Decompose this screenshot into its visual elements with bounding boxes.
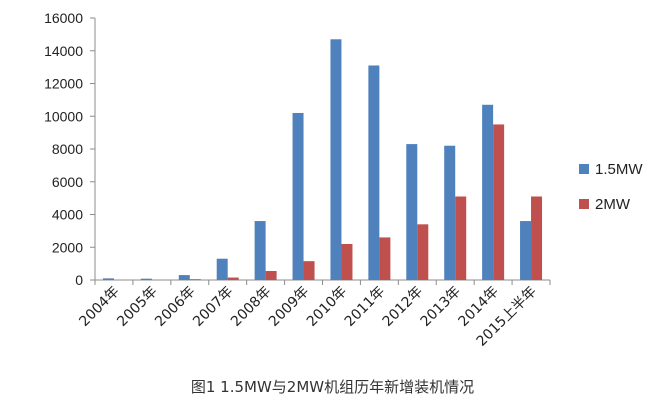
bar-series2 xyxy=(265,270,277,280)
y-tick-label: 12000 xyxy=(44,76,83,92)
y-tick-label: 6000 xyxy=(52,174,83,190)
x-axis-ticks: 2004年2005年2006年2007年2008年2009年2010年2011年… xyxy=(76,280,551,350)
bar-series2 xyxy=(189,279,201,280)
chart-legend: 1.5MW 2MW xyxy=(579,161,643,213)
legend-swatch xyxy=(579,164,589,174)
legend-label: 1.5MW xyxy=(595,161,643,178)
bar-series1 xyxy=(482,104,494,280)
bar-series1 xyxy=(520,221,532,280)
x-tick-label: 2005年 xyxy=(114,284,160,330)
bar-series1 xyxy=(102,278,114,280)
bar-series2 xyxy=(493,124,505,280)
bar-series1 xyxy=(140,278,152,280)
x-tick-label: 2013年 xyxy=(418,284,464,330)
x-tick-label: 2010年 xyxy=(304,284,350,330)
bar-series2 xyxy=(455,196,467,280)
legend-label: 2MW xyxy=(595,196,631,213)
bar-series2 xyxy=(417,224,429,280)
y-tick-label: 0 xyxy=(75,272,83,288)
bar-series1 xyxy=(444,145,456,280)
legend-swatch xyxy=(579,199,589,209)
x-tick-label: 2012年 xyxy=(380,284,426,330)
bar-series1 xyxy=(178,275,190,280)
bar-series1 xyxy=(368,65,380,280)
y-axis-ticks: 0 2000 4000 6000 8000 10000 12000 14000 16000 xyxy=(44,10,95,288)
figure-caption: 图1 1.5MW与2MW机组历年新增装机情况 xyxy=(190,378,475,396)
y-tick-label: 4000 xyxy=(52,207,83,223)
chart-axes xyxy=(94,18,550,281)
x-tick-label: 2007年 xyxy=(190,284,236,330)
x-tick-label: 2008年 xyxy=(228,284,274,330)
bar-series2 xyxy=(227,277,239,280)
x-tick-label: 2004年 xyxy=(76,284,122,330)
bar-series1 xyxy=(216,258,228,280)
bar-series1 xyxy=(254,221,266,280)
bar-series1 xyxy=(292,112,304,280)
bar-series2 xyxy=(531,196,543,280)
bar-series2 xyxy=(379,237,391,280)
bar-series1 xyxy=(330,39,342,280)
x-tick-label: 2006年 xyxy=(152,284,198,330)
y-tick-label: 14000 xyxy=(44,43,83,59)
bar-series1 xyxy=(406,144,418,280)
x-tick-label: 2011年 xyxy=(342,284,388,330)
bar-series2 xyxy=(303,261,315,280)
y-tick-label: 2000 xyxy=(52,239,83,255)
y-tick-label: 16000 xyxy=(44,10,83,26)
x-tick-label: 2009年 xyxy=(266,284,312,330)
y-tick-label: 10000 xyxy=(44,108,83,124)
y-tick-label: 8000 xyxy=(52,141,83,157)
bar-series2 xyxy=(341,243,353,280)
chart-bars xyxy=(102,39,543,280)
